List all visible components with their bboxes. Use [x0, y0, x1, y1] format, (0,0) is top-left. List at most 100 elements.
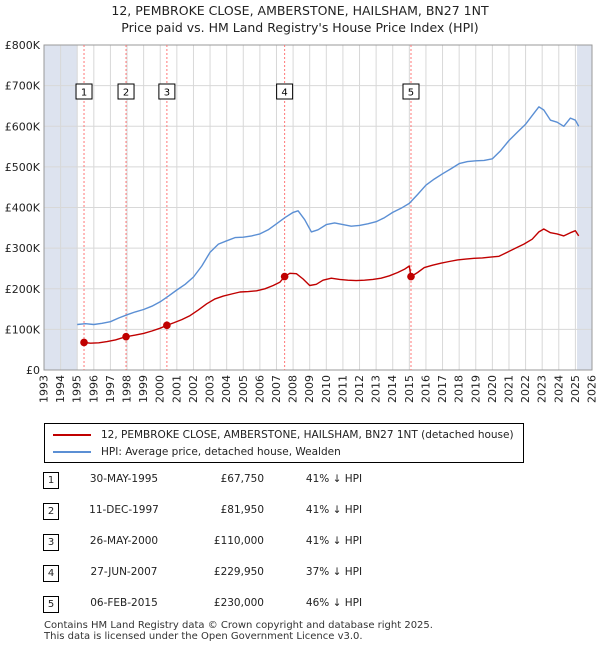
- sale-number: 5: [43, 596, 59, 613]
- x-tick-label: 1995: [71, 375, 84, 403]
- sale-marker: [280, 272, 289, 281]
- x-tick-label: 2000: [154, 375, 167, 403]
- x-tick-label: 2016: [419, 375, 432, 403]
- x-tick-label: 2004: [220, 375, 233, 403]
- price-chart: 1 2 3 4 5 £0 £100K £200K £300K £400K £500K £600K £7…: [5, 39, 599, 403]
- legend-label-property: 12, PEMBROKE CLOSE, AMBERSTONE, HAILSHAM…: [101, 428, 514, 441]
- table-row: 5 06-FEB-2015 £230,000 46% ↓ HPI: [0, 594, 600, 614]
- plot-frame: [43, 44, 593, 371]
- sale-hpi-diff: 41% ↓ HPI: [305, 473, 363, 485]
- sale-date: 30-MAY-1995: [89, 473, 159, 485]
- sale-label: 1: [81, 88, 87, 99]
- x-tick-label: 2001: [170, 375, 183, 403]
- sale-number: 3: [43, 534, 59, 551]
- sale-number: 2: [43, 503, 59, 520]
- x-tick-label: 2009: [303, 375, 316, 403]
- y-tick-label: £300K: [5, 242, 41, 255]
- property-price-line: [83, 228, 580, 344]
- x-tick-label: 2006: [253, 375, 266, 403]
- legend-label-hpi: HPI: Average price, detached house, Weal…: [101, 445, 341, 458]
- footer-licence: This data is licensed under the Open Gov…: [44, 631, 363, 642]
- x-tick-label: 1999: [137, 375, 150, 403]
- x-tick-label: 2007: [270, 375, 283, 403]
- sale-label: 2: [123, 88, 129, 99]
- sale-label-box: [158, 83, 176, 100]
- sale-label: 4: [281, 88, 287, 99]
- sale-hpi-diff: 37% ↓ HPI: [305, 566, 363, 578]
- y-tick-label: £800K: [5, 39, 41, 52]
- sale-date: 11-DEC-1997: [89, 504, 159, 516]
- x-tick-label: 1993: [38, 375, 51, 403]
- sale-marker: [122, 332, 130, 341]
- x-tick-label: 2011: [336, 375, 349, 403]
- x-tick-label: 2010: [320, 375, 333, 403]
- sale-label-box: [402, 83, 420, 100]
- x-tick-label: 2022: [519, 375, 532, 403]
- footer: Contains HM Land Registry data © Crown c…: [44, 620, 433, 642]
- sale-label-box: [75, 83, 93, 100]
- sale-hpi-diff: 41% ↓ HPI: [305, 535, 363, 547]
- sale-marker: [163, 321, 171, 330]
- sale-hpi-diff: 41% ↓ HPI: [305, 504, 363, 516]
- legend: 12, PEMBROKE CLOSE, AMBERSTONE, HAILSHAM…: [44, 423, 524, 463]
- legend-item-property: 12, PEMBROKE CLOSE, AMBERSTONE, HAILSHAM…: [53, 426, 514, 443]
- sale-number: 1: [43, 472, 59, 489]
- sale-price: £81,950: [220, 504, 264, 516]
- sale-date: 27-JUN-2007: [90, 566, 158, 578]
- x-tick-label: 2008: [287, 375, 300, 403]
- sale-marker: [80, 338, 88, 347]
- y-tick-label: £0: [26, 364, 40, 377]
- y-tick-label: £400K: [5, 202, 41, 215]
- x-tick-label: 2002: [187, 375, 200, 403]
- x-tick-label: 2005: [237, 375, 250, 403]
- sale-price: £67,750: [220, 473, 264, 485]
- y-tick-label: £200K: [5, 283, 41, 296]
- sale-price: £229,950: [213, 566, 264, 578]
- table-row: 2 11-DEC-1997 £81,950 41% ↓ HPI: [0, 501, 600, 521]
- x-tick-label: 2012: [353, 375, 366, 403]
- x-tick-label: 1998: [121, 375, 134, 403]
- sale-price: £110,000: [213, 535, 264, 547]
- sale-date: 26-MAY-2000: [89, 535, 159, 547]
- title-line-1: 12, PEMBROKE CLOSE, AMBERSTONE, HAILSHAM…: [111, 3, 489, 18]
- x-tick-label: 2015: [403, 375, 416, 403]
- x-tick-label: 2024: [552, 375, 565, 403]
- sale-markers: [80, 272, 415, 347]
- x-tick-label: 2017: [436, 375, 449, 403]
- x-tick-label: 2026: [586, 375, 599, 403]
- chart-title: 12, PEMBROKE CLOSE, AMBERSTONE, HAILSHAM…: [0, 2, 600, 36]
- title-line-2: Price paid vs. HM Land Registry's House …: [121, 20, 479, 35]
- y-axis: £0 £100K £200K £300K £400K £500K £600K £700K £80…: [5, 39, 41, 377]
- x-axis: 1993 1994 1995 1996 1997 1998 1999 2000 2001 2002…: [38, 375, 599, 403]
- sale-date: 06-FEB-2015: [90, 597, 158, 609]
- series: [77, 106, 580, 344]
- grid: [43, 44, 593, 371]
- sale-hpi-diff: 46% ↓ HPI: [305, 597, 363, 609]
- x-tick-label: 1996: [87, 375, 100, 403]
- x-tick-label: 2019: [469, 375, 482, 403]
- sale-label: 3: [164, 88, 170, 99]
- sale-labels: 1 2 3 4 5: [75, 83, 420, 100]
- x-tick-label: 2003: [204, 375, 217, 403]
- x-tick-label: 2018: [453, 375, 466, 403]
- x-tick-label: 2021: [502, 375, 515, 403]
- footer-copyright: Contains HM Land Registry data © Crown c…: [44, 620, 433, 631]
- hpi-line: [77, 106, 580, 326]
- sale-label-box: [276, 83, 294, 100]
- legend-swatch-hpi: [53, 450, 91, 453]
- y-tick-label: £500K: [5, 161, 41, 174]
- legend-item-hpi: HPI: Average price, detached house, Weal…: [53, 443, 341, 460]
- sale-marker: [407, 272, 415, 281]
- table-row: 4 27-JUN-2007 £229,950 37% ↓ HPI: [0, 563, 600, 583]
- x-tick-label: 1994: [54, 375, 67, 403]
- y-tick-label: £600K: [5, 120, 41, 133]
- sale-price: £230,000: [213, 597, 264, 609]
- sale-label-box: [117, 83, 135, 100]
- y-tick-label: £700K: [5, 80, 41, 93]
- sale-number: 4: [43, 565, 59, 582]
- x-tick-label: 2023: [536, 375, 549, 403]
- legend-swatch-property: [53, 433, 91, 436]
- x-tick-label: 2013: [370, 375, 383, 403]
- sale-label: 5: [408, 88, 414, 99]
- x-tick-label: 2025: [569, 375, 582, 403]
